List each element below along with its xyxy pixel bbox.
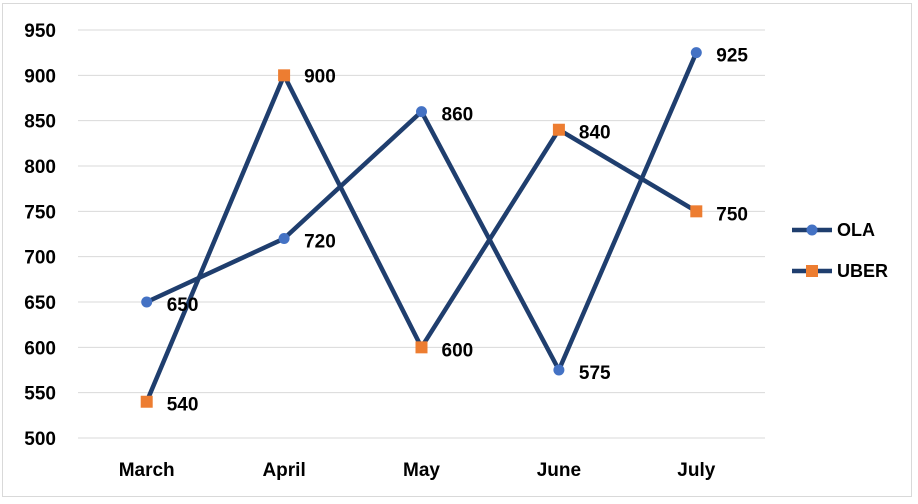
data-point-ola <box>690 47 702 59</box>
gridlines <box>78 29 765 439</box>
legend-label-ola: OLA <box>837 220 875 240</box>
data-point-ola <box>141 296 153 308</box>
data-point-ola <box>416 106 427 118</box>
legend: OLA UBER <box>792 220 888 281</box>
data-point-ola <box>553 364 565 376</box>
data-label-ola: 575 <box>579 363 611 384</box>
y-tick-label: 900 <box>24 66 56 87</box>
data-label-uber: 600 <box>442 340 474 361</box>
data-label-uber: 840 <box>579 123 611 144</box>
legend-marker-uber <box>806 265 818 277</box>
data-point-uber <box>415 341 428 354</box>
data-label-ola: 720 <box>304 232 336 253</box>
y-tick-label: 800 <box>24 157 56 178</box>
data-label-uber: 900 <box>304 66 336 87</box>
y-tick-label: 750 <box>24 202 56 223</box>
x-tick-label: July <box>677 460 715 481</box>
legend-marker-ola <box>806 224 818 236</box>
y-tick-label: 500 <box>24 429 56 450</box>
y-axis-ticks: 500 550 600 650 700 750 800 850 900 950 <box>24 21 56 450</box>
data-point-ola <box>278 233 290 245</box>
legend-label-uber: UBER <box>837 261 888 281</box>
y-tick-label: 650 <box>24 293 56 314</box>
data-point-uber <box>690 205 703 218</box>
y-tick-label: 700 <box>24 248 56 269</box>
y-tick-label: 850 <box>24 112 56 133</box>
x-tick-label: March <box>119 460 175 481</box>
data-label-uber: 540 <box>167 395 199 416</box>
data-labels: 650 720 860 575 925 540 900 600 840 750 <box>167 46 749 416</box>
chart-frame <box>2 3 912 497</box>
x-tick-label: April <box>262 460 305 481</box>
y-tick-label: 550 <box>24 384 56 405</box>
series-markers <box>140 47 703 408</box>
y-tick-label: 600 <box>24 338 56 359</box>
data-point-uber <box>552 123 565 136</box>
data-label-ola: 925 <box>716 46 748 67</box>
data-label-ola: 860 <box>442 105 474 126</box>
y-tick-label: 950 <box>24 21 56 42</box>
data-point-uber <box>140 395 153 408</box>
data-label-ola: 650 <box>167 295 199 316</box>
x-axis-ticks: March April May June July <box>119 460 716 481</box>
data-point-uber <box>278 69 291 82</box>
x-tick-label: June <box>537 460 581 481</box>
x-tick-label: May <box>403 460 440 481</box>
data-label-uber: 750 <box>716 204 748 225</box>
